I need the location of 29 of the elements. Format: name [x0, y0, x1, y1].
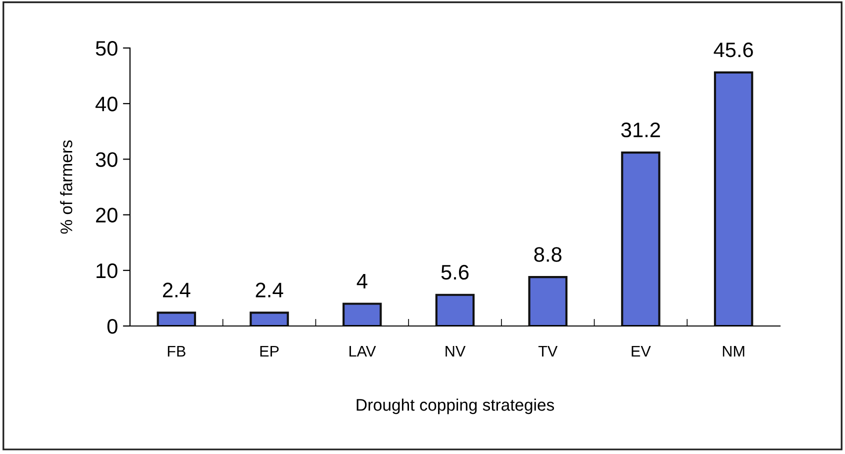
y-tick-label: 20 — [96, 208, 118, 223]
x-tick-label: LAV — [350, 346, 376, 357]
bar — [342, 302, 382, 326]
data-label: 45.6 — [714, 42, 753, 58]
y-axis-title: % of farmers — [60, 140, 72, 234]
y-tick-label: 40 — [96, 96, 118, 112]
x-tick-label: NV — [446, 346, 466, 357]
data-label: 31.2 — [621, 122, 660, 138]
x-tick-label: FB — [168, 346, 186, 357]
data-label: 5.6 — [441, 264, 469, 280]
x-axis-title: Drought copping strategies — [356, 398, 554, 414]
x-tick-label: EV — [632, 346, 651, 357]
data-label: 2.4 — [256, 282, 284, 298]
bar — [435, 294, 475, 326]
bar — [156, 312, 196, 326]
bar — [528, 276, 568, 326]
bar — [250, 312, 289, 326]
data-label: 8.8 — [534, 247, 562, 262]
bar — [714, 71, 754, 326]
x-tick-label: TV — [538, 346, 558, 357]
data-label: 2.4 — [163, 282, 190, 298]
y-tick-label: 50 — [96, 41, 118, 56]
y-tick-label: 0 — [107, 319, 118, 334]
x-tick-label: NM — [722, 346, 744, 357]
y-tick-label: 10 — [96, 263, 118, 278]
y-tick-label: 30 — [96, 152, 118, 167]
data-label: 4 — [356, 274, 368, 288]
x-tick-label: EP — [260, 346, 279, 357]
bar — [621, 151, 660, 326]
